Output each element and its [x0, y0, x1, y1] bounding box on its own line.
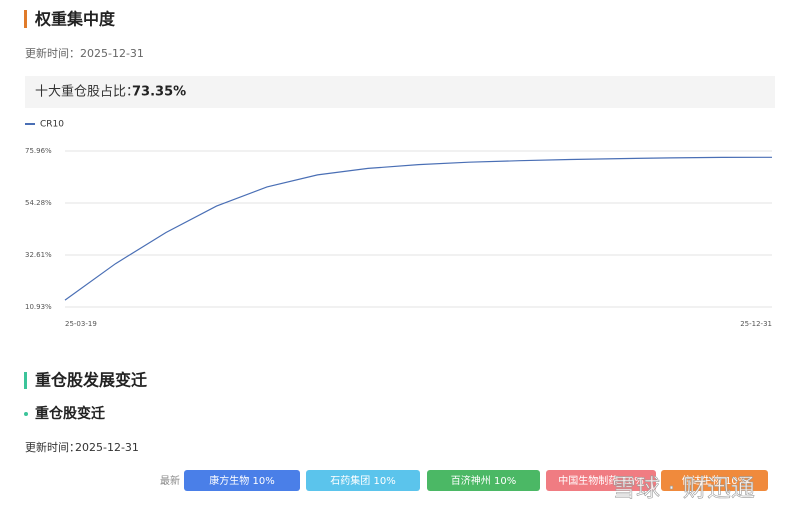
- bullet: [24, 412, 28, 416]
- tag: [427, 470, 540, 491]
- y-tick-label: 10.93%: [25, 303, 52, 311]
- tag-row: 康方生物 10% 石药集团 10% 百济神州 10% 中国生物制药 10% 信达生物 1…: [184, 470, 768, 491]
- stat-label: 十大重仓股占比：: [35, 84, 139, 100]
- x-tick-label: 25-12-31: [740, 320, 772, 328]
- update-label: 更新时间：: [25, 46, 80, 60]
- legend-label: CR10: [40, 120, 64, 130]
- tag: [184, 470, 300, 491]
- y-tick-label: 54.28%: [25, 199, 52, 207]
- tag: [546, 470, 656, 491]
- tag-label: 康方生物 10%: [209, 474, 274, 487]
- tag-label: 信达生物 10%: [682, 474, 747, 487]
- line-series: [64, 156, 773, 301]
- chart: CR10 10.93% 32.61% 54.28% 75.96% 25-03-19 25-1…: [25, 120, 773, 328]
- y-tick-label: 32.61%: [25, 251, 52, 259]
- tag-label: 石药集团 10%: [330, 474, 395, 487]
- row-label: 最新: [160, 474, 180, 487]
- section-title: 重仓股发展变迁: [35, 371, 147, 390]
- update-label: 更新时间：: [25, 440, 80, 454]
- tag-label: 中国生物制药 10%: [558, 474, 643, 487]
- section-marker: [24, 10, 27, 28]
- stat-value: 73.35%: [132, 85, 186, 100]
- section-title: 权重集中度: [34, 10, 116, 29]
- watermark: 雪球 · 财迅通: [612, 474, 755, 502]
- stat-box: [25, 76, 775, 108]
- tag-label: 百济神州 10%: [451, 474, 516, 487]
- update-date: 2025-12-31: [75, 441, 139, 454]
- subsection-title: 重仓股变迁: [35, 405, 105, 422]
- section-marker: [24, 372, 27, 389]
- y-tick-label: 75.96%: [25, 147, 52, 155]
- tag: [661, 470, 768, 491]
- update-date: 2025-12-31: [80, 47, 144, 60]
- x-tick-label: 25-03-19: [65, 320, 97, 328]
- tag: [306, 470, 420, 491]
